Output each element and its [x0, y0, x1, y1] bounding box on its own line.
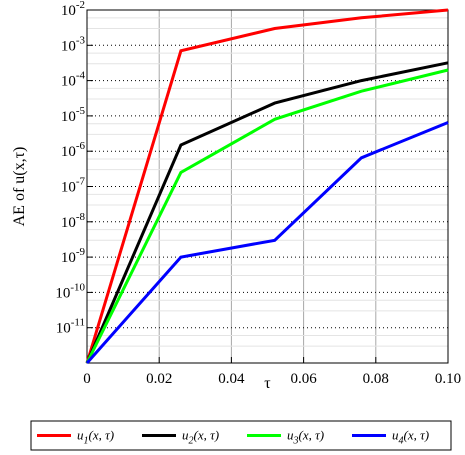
x-tick-label: 0.04 — [218, 371, 245, 387]
y-tick-label: 10-6 — [61, 140, 86, 160]
series-line-u2 — [85, 61, 449, 364]
series-line-u3 — [85, 68, 449, 364]
x-tick-label: 0.10 — [435, 371, 461, 387]
y-tick-label: 10-3 — [61, 34, 86, 54]
x-tick-label: 0.02 — [146, 371, 172, 387]
y-tick-label: 10-9 — [61, 246, 86, 266]
y-axis-label: AE of u(x,τ) — [11, 147, 28, 227]
legend-label-u3: u3(x, τ) — [287, 428, 324, 447]
grid — [87, 10, 448, 363]
x-tick-label: 0.06 — [290, 371, 317, 387]
legend-label-u2: u2(x, τ) — [182, 428, 219, 447]
y-tick-label: 10-4 — [61, 70, 86, 90]
series-line-u4 — [85, 121, 449, 364]
x-axis-label: τ — [264, 375, 271, 392]
legend-label-u1: u1(x, τ) — [77, 428, 114, 447]
y-tick-label: 10-8 — [61, 211, 86, 231]
y-tick-label: 10-7 — [61, 176, 86, 196]
x-tick-label: 0.08 — [363, 371, 389, 387]
y-tick-label: 10-5 — [61, 105, 86, 125]
series-lines — [85, 8, 449, 364]
y-tick-label: 10-10 — [55, 281, 85, 301]
x-axis-ticks: 0 0.02 0.04 0.06 0.08 0.10 — [83, 357, 461, 387]
series-line-u1 — [85, 8, 449, 364]
x-tick-label: 0 — [83, 371, 91, 387]
y-tick-label: 10-11 — [56, 317, 85, 337]
legend-label-u4: u4(x, τ) — [392, 428, 429, 447]
y-tick-label: 10-2 — [61, 0, 85, 19]
legend: u1(x, τ) u2(x, τ) u3(x, τ) u4(x, τ) — [30, 420, 452, 451]
y-axis-ticks: 10-2 10-3 10-4 10-5 10-6 10-7 10-8 10-9 10-10 10-… — [55, 0, 93, 337]
